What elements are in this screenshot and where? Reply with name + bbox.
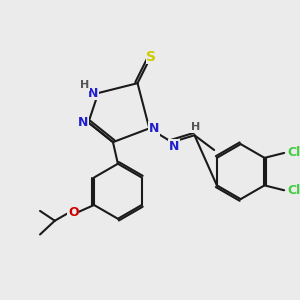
Text: Cl: Cl (287, 184, 300, 197)
Text: O: O (68, 206, 79, 219)
Text: N: N (149, 122, 159, 135)
Text: N: N (88, 86, 98, 100)
Text: Cl: Cl (287, 146, 300, 159)
Text: H: H (80, 80, 89, 90)
Text: N: N (169, 140, 179, 153)
Text: N: N (78, 116, 89, 129)
Text: S: S (146, 50, 156, 64)
Text: H: H (191, 122, 200, 132)
